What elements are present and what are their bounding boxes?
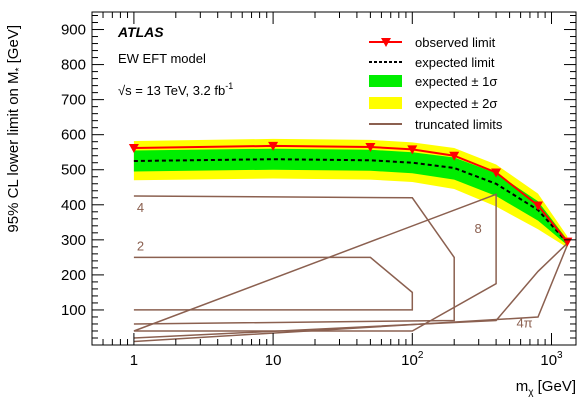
truncated-limit-label: 8 xyxy=(475,221,482,236)
atlas-label: ATLAS xyxy=(117,24,164,40)
legend-observed-label: observed limit xyxy=(415,35,496,50)
legend-band1-label: expected ± 1σ xyxy=(415,74,497,89)
truncated-limit-line xyxy=(133,244,568,343)
x-tick-label: 1 xyxy=(130,352,138,369)
model-label: EW EFT model xyxy=(118,51,206,66)
truncated-limit-label: 2 xyxy=(137,238,144,253)
y-tick-label: 900 xyxy=(61,22,86,39)
band-1sigma xyxy=(133,148,568,246)
x-tick-label: 103 xyxy=(540,350,563,369)
legend-expected-label: expected limit xyxy=(415,55,495,70)
observed-marker xyxy=(407,145,418,155)
y-tick-label: 300 xyxy=(61,232,86,249)
observed-marker xyxy=(449,151,460,161)
legend-observed: observed limit xyxy=(369,35,496,50)
truncated-limit-line xyxy=(133,256,414,311)
x-tick-label: 102 xyxy=(401,350,424,369)
y-axis-label: 95% CL lower limit on M* [GeV] xyxy=(5,25,25,233)
y-tick-label: 400 xyxy=(61,197,86,214)
observed-limit-line xyxy=(133,144,569,243)
x-tick-label: 10 xyxy=(265,352,282,369)
expected-limit-line xyxy=(133,158,569,244)
truncated-limit-label: 4 xyxy=(137,200,144,215)
expected-bands xyxy=(133,138,568,248)
legend-truncated: truncated limits xyxy=(369,117,503,132)
truncated-limit-line xyxy=(133,242,568,339)
legend: observed limit expected limit expected ±… xyxy=(369,35,503,132)
observed-marker xyxy=(491,168,502,178)
legend-band2-label: expected ± 2σ xyxy=(415,96,497,111)
axes-frame xyxy=(91,11,577,346)
truncated-limit-label: 4π xyxy=(516,315,532,330)
legend-band2: expected ± 2σ xyxy=(369,96,497,111)
truncated-limit-line xyxy=(133,195,455,325)
y-tick-label: 500 xyxy=(61,162,86,179)
y-tick-label: 100 xyxy=(61,302,86,319)
plot-frame xyxy=(91,11,577,346)
legend-truncated-label: truncated limits xyxy=(415,117,503,132)
legend-expected: expected limit xyxy=(369,55,495,70)
legend-band1-swatch xyxy=(369,75,402,87)
legend-band1: expected ± 1σ xyxy=(369,74,497,89)
observed-marker xyxy=(365,142,376,152)
tick-labels: 100 200 300 400 500 600 700 800 900 1 10 102 103 xyxy=(61,22,563,369)
y-tick-label: 800 xyxy=(61,57,86,74)
y-tick-label: 700 xyxy=(61,92,86,109)
y-tick-label: 200 xyxy=(61,267,86,284)
observed-marker xyxy=(268,141,279,151)
legend-band2-swatch xyxy=(369,97,402,109)
legend-observed-marker xyxy=(381,38,391,47)
truncated-limit-line xyxy=(133,193,497,332)
truncated-limits: 4 2 8 4π xyxy=(133,193,568,343)
y-tick-label: 600 xyxy=(61,127,86,144)
x-axis-label: mχ [GeV] xyxy=(516,378,576,398)
observed-marker xyxy=(532,201,543,211)
energy-label: √s = 13 TeV, 3.2 fb-1 xyxy=(118,81,233,98)
observed-marker xyxy=(128,144,139,154)
